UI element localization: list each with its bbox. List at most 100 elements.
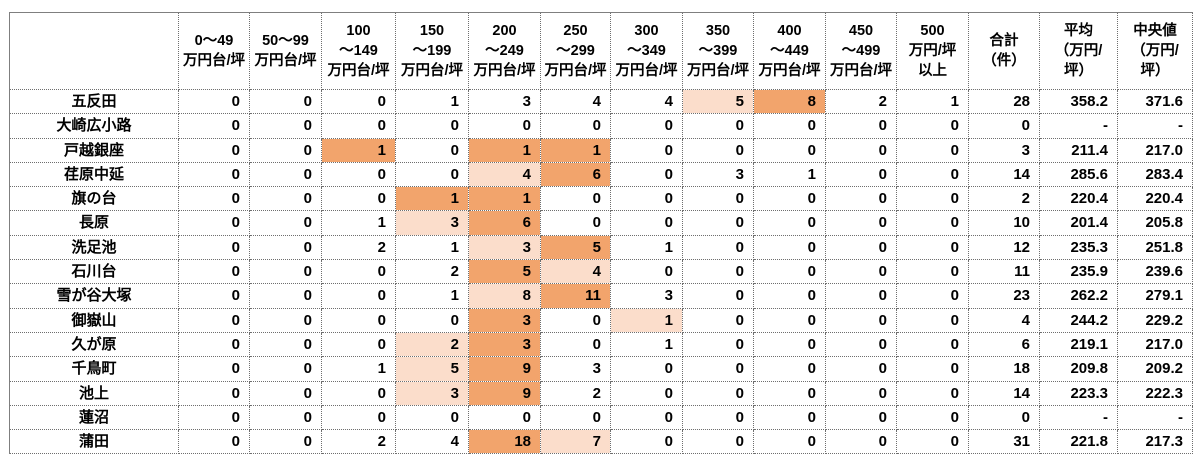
count-cell: 0	[753, 429, 826, 455]
count-cell: 0	[321, 308, 396, 333]
column-header-line: 0～49	[194, 33, 234, 49]
median-cell: -	[1117, 405, 1193, 431]
count-cell: 0	[249, 138, 322, 163]
count-cell: 0	[682, 259, 754, 285]
column-header-line: 400	[777, 23, 802, 39]
count-cell: 0	[395, 138, 469, 163]
count-cell: 0	[468, 405, 541, 431]
count-cell: 3	[468, 235, 541, 261]
count-cell: 2	[395, 259, 469, 285]
count-cell: 0	[753, 138, 826, 163]
count-cell: 0	[178, 283, 250, 309]
count-cell: 0	[825, 356, 897, 382]
column-header-line: ～249	[485, 43, 524, 59]
count-cell: 0	[610, 186, 683, 212]
count-cell: 0	[321, 259, 396, 285]
count-cell: 0	[468, 113, 541, 139]
count-cell: 0	[178, 429, 250, 455]
table-row: 戸越銀座 0 0 1 0 1 1 0 0 0 0 0 3 211.4 217.0	[9, 138, 1193, 163]
column-header-cell: 100 ～149 万円台/坪	[321, 12, 396, 90]
count-cell: 0	[178, 308, 250, 333]
column-header-line: （件）	[982, 53, 1026, 69]
total-cell: 23	[968, 283, 1040, 309]
count-cell: 0	[321, 186, 396, 212]
median-cell: 239.6	[1117, 259, 1193, 285]
total-cell: 0	[968, 405, 1040, 431]
column-header-line: ～149	[339, 43, 378, 59]
count-cell: 5	[395, 356, 469, 382]
total-cell: 2	[968, 186, 1040, 212]
count-cell: 0	[825, 235, 897, 261]
count-cell: 0	[540, 332, 611, 358]
count-cell: 0	[610, 381, 683, 406]
average-cell: 235.3	[1039, 235, 1118, 261]
column-header-cell: 0～49 万円台/坪	[178, 12, 250, 90]
count-cell: 0	[610, 356, 683, 382]
total-cell: 14	[968, 162, 1040, 188]
count-cell: 0	[395, 308, 469, 333]
count-cell: 1	[321, 210, 396, 236]
count-cell: 0	[249, 308, 322, 333]
column-header-line: ～299	[556, 43, 595, 59]
average-cell: -	[1039, 405, 1118, 431]
station-cell: 長原	[9, 210, 179, 236]
count-cell: 0	[825, 210, 897, 236]
average-cell: 219.1	[1039, 332, 1118, 358]
count-cell: 0	[321, 332, 396, 358]
table-row: 池上 0 0 0 3 9 2 0 0 0 0 0 14 223.3 222.3	[9, 381, 1193, 406]
count-cell: 0	[682, 138, 754, 163]
column-header-line: 150	[419, 23, 445, 39]
count-cell: 0	[178, 138, 250, 163]
count-cell: 3	[610, 283, 683, 309]
column-header-line: 万円台/坪	[327, 63, 390, 79]
count-cell: 8	[753, 89, 826, 115]
count-cell: 0	[896, 381, 969, 406]
average-cell: 262.2	[1039, 283, 1118, 309]
count-cell: 0	[610, 138, 683, 163]
total-cell: 14	[968, 381, 1040, 406]
column-header-cell: 平均 （万円/坪）	[1039, 12, 1118, 90]
average-cell: 201.4	[1039, 210, 1118, 236]
count-cell: 0	[610, 162, 683, 188]
count-cell: 0	[610, 113, 683, 139]
median-cell: 217.0	[1117, 138, 1193, 163]
average-cell: 221.8	[1039, 429, 1118, 455]
count-cell: 1	[753, 162, 826, 188]
count-cell: 2	[321, 429, 396, 455]
median-cell: 209.2	[1117, 356, 1193, 382]
median-cell: 217.3	[1117, 429, 1193, 455]
count-cell: 1	[610, 332, 683, 358]
average-cell: 285.6	[1039, 162, 1118, 188]
column-header-line: 中央値	[1133, 23, 1177, 39]
count-cell: 0	[753, 332, 826, 358]
count-cell: 0	[178, 405, 250, 431]
column-header-line: 350	[705, 23, 731, 39]
column-header-line: ～199	[412, 43, 452, 59]
count-cell: 0	[753, 283, 826, 309]
median-cell: 371.6	[1117, 89, 1193, 115]
station-cell: 石川台	[9, 259, 179, 285]
table-row: 石川台 0 0 0 2 5 4 0 0 0 0 0 11 235.9 239.6	[9, 259, 1193, 285]
count-cell: 0	[825, 405, 897, 431]
column-header-cell: 中央値 （万円/坪）	[1117, 12, 1193, 90]
count-cell: 0	[178, 162, 250, 188]
table-row: 蒲田 0 0 2 4 18 7 0 0 0 0 0 31 221.8 217.3	[9, 429, 1193, 455]
total-cell: 6	[968, 332, 1040, 358]
count-cell: 0	[825, 332, 897, 358]
count-cell: 0	[825, 138, 897, 163]
count-cell: 0	[825, 308, 897, 333]
count-cell: 0	[249, 235, 322, 261]
count-cell: 0	[178, 89, 250, 115]
count-cell: 3	[468, 308, 541, 333]
count-cell: 0	[610, 259, 683, 285]
column-header-cell: 500 万円/坪 以上	[896, 12, 969, 90]
column-header-line: ～399	[698, 43, 738, 59]
count-cell: 3	[682, 162, 754, 188]
count-cell: 3	[395, 210, 469, 236]
count-cell: 5	[682, 89, 754, 115]
count-cell: 0	[682, 356, 754, 382]
count-cell: 0	[682, 210, 754, 236]
column-header-cell: 450 ～499 万円台/坪	[825, 12, 897, 90]
column-header-line: 50～99	[262, 33, 309, 49]
column-header-line: （万円/	[1054, 43, 1103, 59]
